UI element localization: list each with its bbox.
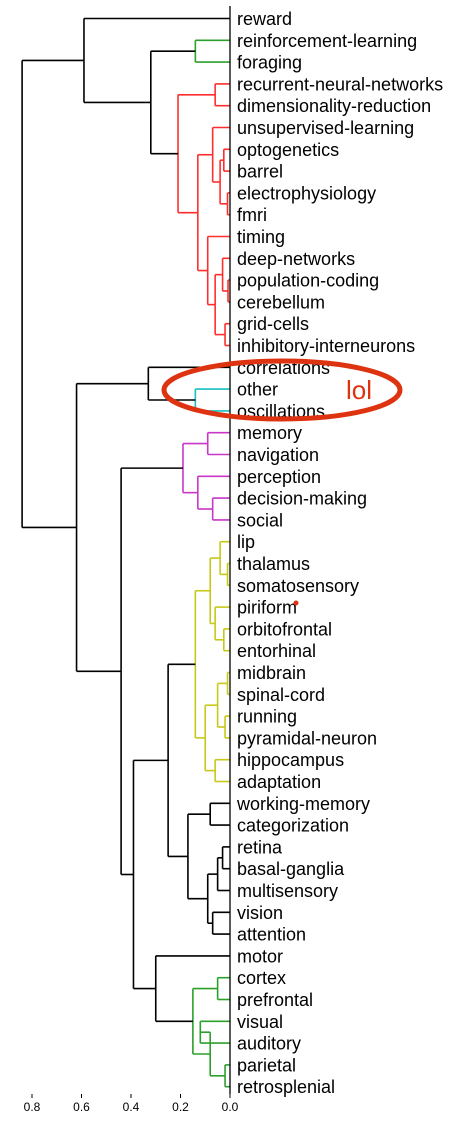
- leaf-label-midbrain: midbrain: [237, 663, 306, 683]
- leaf-label-adaptation: adaptation: [237, 772, 321, 792]
- leaf-label-lip: lip: [237, 532, 255, 552]
- leaf-label-other: other: [237, 380, 278, 400]
- leaf-label-timing: timing: [237, 227, 285, 247]
- leaf-label-vision: vision: [237, 903, 283, 923]
- x-axis-ticks: 0.8 0.6 0.4 0.2 0.0: [24, 1094, 239, 1114]
- leaf-label-memory: memory: [237, 423, 302, 443]
- leaf-label-barrel: barrel: [237, 162, 283, 182]
- leaf-label-optogenetics: optogenetics: [237, 140, 339, 160]
- leaf-label-dimensionality-reduction: dimensionality-reduction: [237, 96, 431, 116]
- leaf-label-somatosensory: somatosensory: [237, 576, 359, 596]
- leaf-label-basal-ganglia: basal-ganglia: [237, 859, 345, 879]
- leaf-label-grid-cells: grid-cells: [237, 314, 309, 334]
- leaf-label-running: running: [237, 707, 297, 727]
- leaf-label-pyramidal-neuron: pyramidal-neuron: [237, 728, 377, 748]
- leaf-label-attention: attention: [237, 925, 306, 945]
- leaf-label-recurrent-neural-networks: recurrent-neural-networks: [237, 74, 443, 94]
- leaf-label-entorhinal: entorhinal: [237, 641, 316, 661]
- leaf-labels: rewardreinforcement-learningforagingrecu…: [236, 9, 443, 1097]
- leaf-label-prefrontal: prefrontal: [237, 990, 313, 1010]
- annotation-text: lol: [346, 375, 372, 405]
- leaf-label-fmri: fmri: [237, 205, 267, 225]
- annotation: lol: [161, 358, 403, 606]
- annotation-dot: [293, 600, 299, 606]
- leaf-label-thalamus: thalamus: [237, 554, 310, 574]
- leaf-label-motor: motor: [237, 946, 283, 966]
- leaf-label-reinforcement-learning: reinforcement-learning: [237, 31, 417, 51]
- x-tick-label: 0.6: [73, 1100, 90, 1114]
- leaf-label-retrosplenial: retrosplenial: [237, 1077, 335, 1097]
- leaf-label-visual: visual: [237, 1012, 283, 1032]
- x-tick-label: 0.2: [172, 1100, 189, 1114]
- x-tick-label: 0.8: [24, 1100, 41, 1114]
- leaf-label-categorization: categorization: [237, 816, 349, 836]
- annotation-ellipse: [161, 358, 403, 422]
- leaf-label-reward: reward: [237, 9, 292, 29]
- leaf-label-orbitofrontal: orbitofrontal: [237, 619, 332, 639]
- leaf-label-electrophysiology: electrophysiology: [237, 183, 376, 203]
- leaf-label-cerebellum: cerebellum: [237, 292, 325, 312]
- leaf-label-navigation: navigation: [237, 445, 319, 465]
- leaf-label-perception: perception: [237, 467, 321, 487]
- leaf-label-population-coding: population-coding: [237, 271, 379, 291]
- leaf-label-multisensory: multisensory: [237, 881, 338, 901]
- leaf-label-social: social: [237, 510, 283, 530]
- leaf-label-parietal: parietal: [237, 1055, 296, 1075]
- leaf-label-piriform: piriform: [237, 598, 297, 618]
- leaf-label-working-memory: working-memory: [236, 794, 370, 814]
- leaf-label-auditory: auditory: [237, 1034, 301, 1054]
- x-tick-label: 0.0: [222, 1100, 239, 1114]
- leaf-label-hippocampus: hippocampus: [237, 750, 344, 770]
- leaf-label-inhibitory-interneurons: inhibitory-interneurons: [237, 336, 415, 356]
- leaf-label-foraging: foraging: [237, 53, 302, 73]
- leaf-label-decision-making: decision-making: [237, 489, 367, 509]
- leaf-label-spinal-cord: spinal-cord: [237, 685, 325, 705]
- leaf-label-cortex: cortex: [237, 968, 286, 988]
- leaf-label-retina: retina: [237, 837, 283, 857]
- leaf-label-deep-networks: deep-networks: [237, 249, 355, 269]
- x-tick-label: 0.4: [123, 1100, 140, 1114]
- leaf-label-unsupervised-learning: unsupervised-learning: [237, 118, 414, 138]
- links-layer: [21, 17, 230, 1088]
